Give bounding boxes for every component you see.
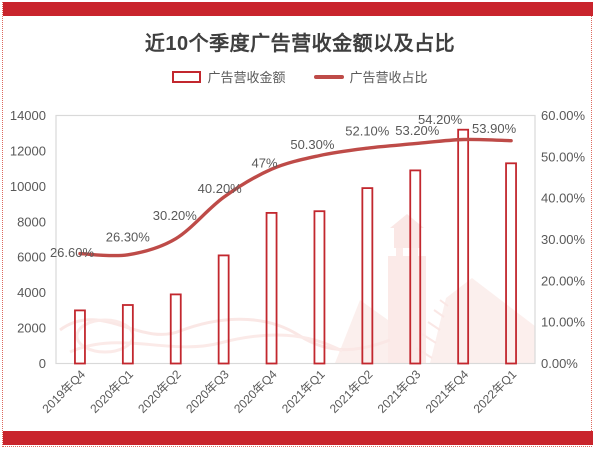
x-axis-label: 2020年Q1 xyxy=(87,367,136,416)
x-axis-label: 2020年Q3 xyxy=(183,367,232,416)
ratio-data-label: 50.30% xyxy=(290,137,335,152)
ratio-data-label: 47% xyxy=(251,156,277,171)
bottom-accent-bar xyxy=(3,431,593,445)
revenue-bar xyxy=(169,293,182,365)
right-axis-tick: 20.00% xyxy=(541,273,586,288)
left-axis-tick: 10000 xyxy=(10,179,46,194)
right-axis-tick: 60.00% xyxy=(541,108,586,123)
watermark-sketch xyxy=(59,214,535,363)
x-axis-label: 2019年Q4 xyxy=(39,367,88,416)
legend-label-revenue: 广告营收金额 xyxy=(207,70,286,85)
x-axis-label: 2022年Q1 xyxy=(471,367,520,416)
revenue-bar xyxy=(74,309,86,365)
ratio-data-label: 26.60% xyxy=(50,245,95,260)
chart-title: 近10个季度广告营收金额以及占比 xyxy=(144,33,456,55)
right-axis-tick: 10.00% xyxy=(541,315,586,330)
x-axis-label: 2021年Q3 xyxy=(375,367,424,416)
revenue-bar xyxy=(121,304,134,365)
ratio-data-label: 54.20% xyxy=(418,112,463,127)
ratio-data-label: 30.20% xyxy=(153,208,198,223)
x-axis-label: 2021年Q2 xyxy=(327,367,376,416)
left-axis-tick: 0 xyxy=(39,356,46,371)
revenue-bar xyxy=(457,128,470,365)
ratio-trend-line xyxy=(78,137,513,258)
chart-legend: 广告营收金额 广告营收占比 xyxy=(0,67,600,86)
top-accent-bar xyxy=(3,2,593,16)
legend-item-revenue: 广告营收金额 xyxy=(172,67,286,86)
revenue-bar xyxy=(361,187,374,365)
right-axis-tick: 30.00% xyxy=(541,232,586,247)
plot-area-border xyxy=(55,114,536,365)
right-axis-tick: 50.00% xyxy=(541,149,586,164)
revenue-bar xyxy=(505,162,517,365)
left-axis-tick: 6000 xyxy=(17,250,46,265)
ratio-data-label: 52.10% xyxy=(345,124,390,139)
left-axis-tick: 8000 xyxy=(17,214,46,229)
x-axis-label: 2020年Q4 xyxy=(231,367,280,416)
left-axis-tick: 2000 xyxy=(17,321,46,336)
right-axis-tick: 0.00% xyxy=(541,356,578,371)
legend-label-ratio: 广告营收占比 xyxy=(349,70,428,85)
line-series-swatch xyxy=(313,74,344,79)
x-axis-label: 2021年Q1 xyxy=(279,367,328,416)
left-axis-tick: 14000 xyxy=(10,108,46,123)
revenue-bar xyxy=(409,169,422,365)
ratio-data-label: 53.20% xyxy=(395,123,440,138)
legend-item-ratio: 广告营收占比 xyxy=(313,67,428,86)
ratio-data-label: 40.20% xyxy=(198,181,243,196)
bar-series-swatch xyxy=(172,70,202,83)
left-axis-tick: 4000 xyxy=(17,285,46,300)
revenue-bar xyxy=(313,210,326,365)
ratio-data-label: 53.90% xyxy=(472,121,517,136)
ratio-data-label: 26.30% xyxy=(106,229,151,244)
x-axis-label: 2020年Q2 xyxy=(135,367,184,416)
revenue-bar xyxy=(217,254,230,365)
left-axis-tick: 12000 xyxy=(10,143,46,158)
right-axis-tick: 40.00% xyxy=(541,191,586,206)
revenue-bar xyxy=(265,211,278,365)
x-axis-label: 2021年Q4 xyxy=(423,367,472,416)
